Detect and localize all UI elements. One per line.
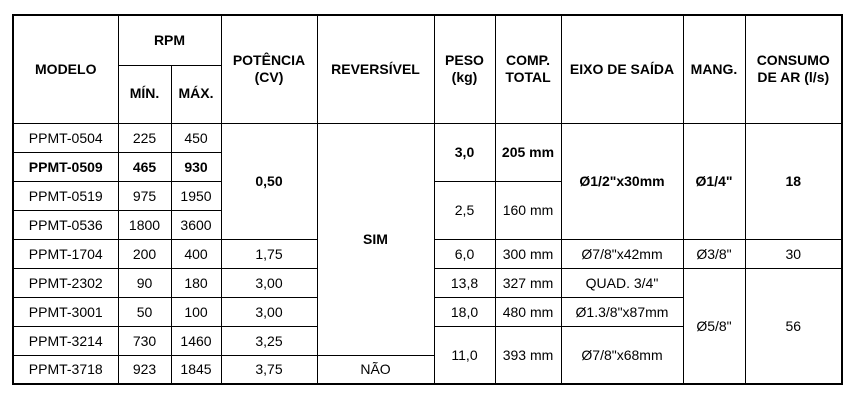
cell-comp-total: 160 mm — [494, 180, 562, 240]
cell-rpm-min: 1800 — [117, 209, 172, 240]
cell-peso: 13,8 — [433, 267, 496, 298]
cell-rpm-max: 1460 — [170, 325, 222, 356]
cell-rpm-min: 90 — [117, 267, 172, 298]
cell-peso: 2,5 — [433, 180, 496, 240]
cell-rpm-min: 225 — [117, 122, 172, 153]
cell-comp-total: 327 mm — [494, 267, 562, 298]
header-eixo-saida: EIXO DE SAÍDA — [560, 14, 684, 124]
cell-consumo-ar: 56 — [744, 267, 843, 385]
cell-reversivel: SIM — [316, 122, 435, 356]
cell-mang: Ø3/8" — [682, 238, 746, 269]
table-row: PPMT-1704 200 400 1,75 6,0 300 mm Ø7/8"x… — [12, 238, 843, 269]
cell-rpm-min: 923 — [117, 354, 172, 385]
header-peso: PESO (kg) — [433, 14, 496, 124]
pneumatic-motor-specs-table: MODELO RPM POTÊNCIA (CV) REVERSÍVEL PESO… — [12, 14, 843, 385]
header-rpm-max: MÁX. — [170, 64, 222, 124]
cell-eixo-saida: Ø1.3/8"x87mm — [560, 296, 684, 327]
table-row: PPMT-3214 730 1460 3,25 11,0 393 mm Ø7/8… — [12, 325, 842, 385]
cell-rpm-max: 1950 — [170, 180, 222, 211]
cell-eixo-saida: Ø7/8"x42mm — [560, 238, 684, 269]
cell-consumo-ar: 18 — [744, 122, 843, 240]
cell-comp-total: 393 mm — [494, 325, 562, 385]
header-reversivel: REVERSÍVEL — [316, 14, 435, 124]
cell-mang: Ø1/4" — [682, 122, 746, 240]
header-comp-total: COMP. TOTAL — [494, 14, 562, 124]
cell-potencia: 3,00 — [220, 296, 318, 327]
header-potencia: POTÊNCIA (CV) — [220, 14, 318, 124]
cell-peso: 3,0 — [433, 122, 496, 182]
header-row-2: MÍN. MÁX. — [13, 64, 842, 124]
cell-eixo-saida: QUAD. 3/4" — [560, 267, 684, 298]
cell-mang: Ø5/8" — [682, 267, 746, 385]
header-rpm: RPM — [117, 14, 222, 66]
cell-rpm-max: 100 — [170, 296, 222, 327]
cell-modelo: PPMT-3214 — [12, 325, 119, 356]
header-consumo-ar: CONSUMO DE AR (l/s) — [744, 14, 843, 124]
cell-potencia: 3,75 — [220, 354, 318, 385]
cell-comp-total: 480 mm — [494, 296, 562, 327]
table-row: PPMT-2302 90 180 3,00 13,8 327 mm QUAD. … — [12, 267, 843, 385]
cell-rpm-max: 930 — [170, 151, 222, 182]
cell-comp-total: 205 mm — [494, 122, 562, 182]
table-row: PPMT-0519 975 1950 2,5 160 mm — [12, 180, 842, 240]
table-header: MODELO RPM POTÊNCIA (CV) REVERSÍVEL PESO… — [12, 14, 843, 124]
table-row: PPMT-3718 923 1845 3,75 NÃO — [12, 354, 842, 385]
cell-rpm-max: 180 — [170, 267, 222, 298]
cell-rpm-min: 975 — [117, 180, 172, 211]
cell-peso: 6,0 — [433, 238, 496, 269]
cell-consumo-ar: 30 — [744, 238, 843, 269]
header-modelo: MODELO — [12, 14, 119, 124]
cell-modelo: PPMT-0519 — [12, 180, 119, 211]
cell-modelo: PPMT-0504 — [12, 122, 119, 153]
table-body: PPMT-0504 225 450 0,50 SIM 3,0 205 mm Ø1… — [12, 122, 843, 385]
cell-rpm-max: 3600 — [170, 209, 222, 240]
header-row-1: MODELO RPM POTÊNCIA (CV) REVERSÍVEL PESO… — [12, 14, 843, 124]
cell-rpm-min: 465 — [117, 151, 172, 182]
cell-comp-total: 300 mm — [494, 238, 562, 269]
cell-rpm-max: 450 — [170, 122, 222, 153]
cell-modelo: PPMT-0509 — [12, 151, 119, 182]
table-row: PPMT-0504 225 450 0,50 SIM 3,0 205 mm Ø1… — [12, 122, 843, 356]
cell-modelo: PPMT-3001 — [12, 296, 119, 327]
table-row: PPMT-3001 50 100 3,00 18,0 480 mm Ø1.3/8… — [12, 296, 842, 327]
header-mang: MANG. — [682, 14, 746, 124]
cell-rpm-min: 730 — [117, 325, 172, 356]
cell-peso: 11,0 — [433, 325, 496, 385]
cell-modelo: PPMT-3718 — [12, 354, 119, 385]
cell-peso: 18,0 — [433, 296, 496, 327]
cell-rpm-max: 1845 — [170, 354, 222, 385]
cell-modelo: PPMT-1704 — [12, 238, 119, 269]
cell-modelo: PPMT-0536 — [12, 209, 119, 240]
cell-rpm-min: 200 — [117, 238, 172, 269]
cell-eixo-saida: Ø1/2"x30mm — [560, 122, 684, 240]
table-row: PPMT-0536 1800 3600 — [12, 209, 842, 240]
cell-potencia: 0,50 — [220, 122, 318, 240]
header-rpm-min: MÍN. — [117, 64, 172, 124]
cell-rpm-min: 50 — [117, 296, 172, 327]
cell-potencia: 3,25 — [220, 325, 318, 356]
cell-modelo: PPMT-2302 — [12, 267, 119, 298]
cell-rpm-max: 400 — [170, 238, 222, 269]
cell-potencia: 1,75 — [220, 238, 318, 269]
cell-reversivel: NÃO — [316, 354, 435, 385]
table-container: MODELO RPM POTÊNCIA (CV) REVERSÍVEL PESO… — [12, 14, 843, 385]
cell-potencia: 3,00 — [220, 267, 318, 298]
table-row-highlighted: PPMT-0509 465 930 — [12, 151, 842, 182]
cell-eixo-saida: Ø7/8"x68mm — [560, 325, 684, 385]
